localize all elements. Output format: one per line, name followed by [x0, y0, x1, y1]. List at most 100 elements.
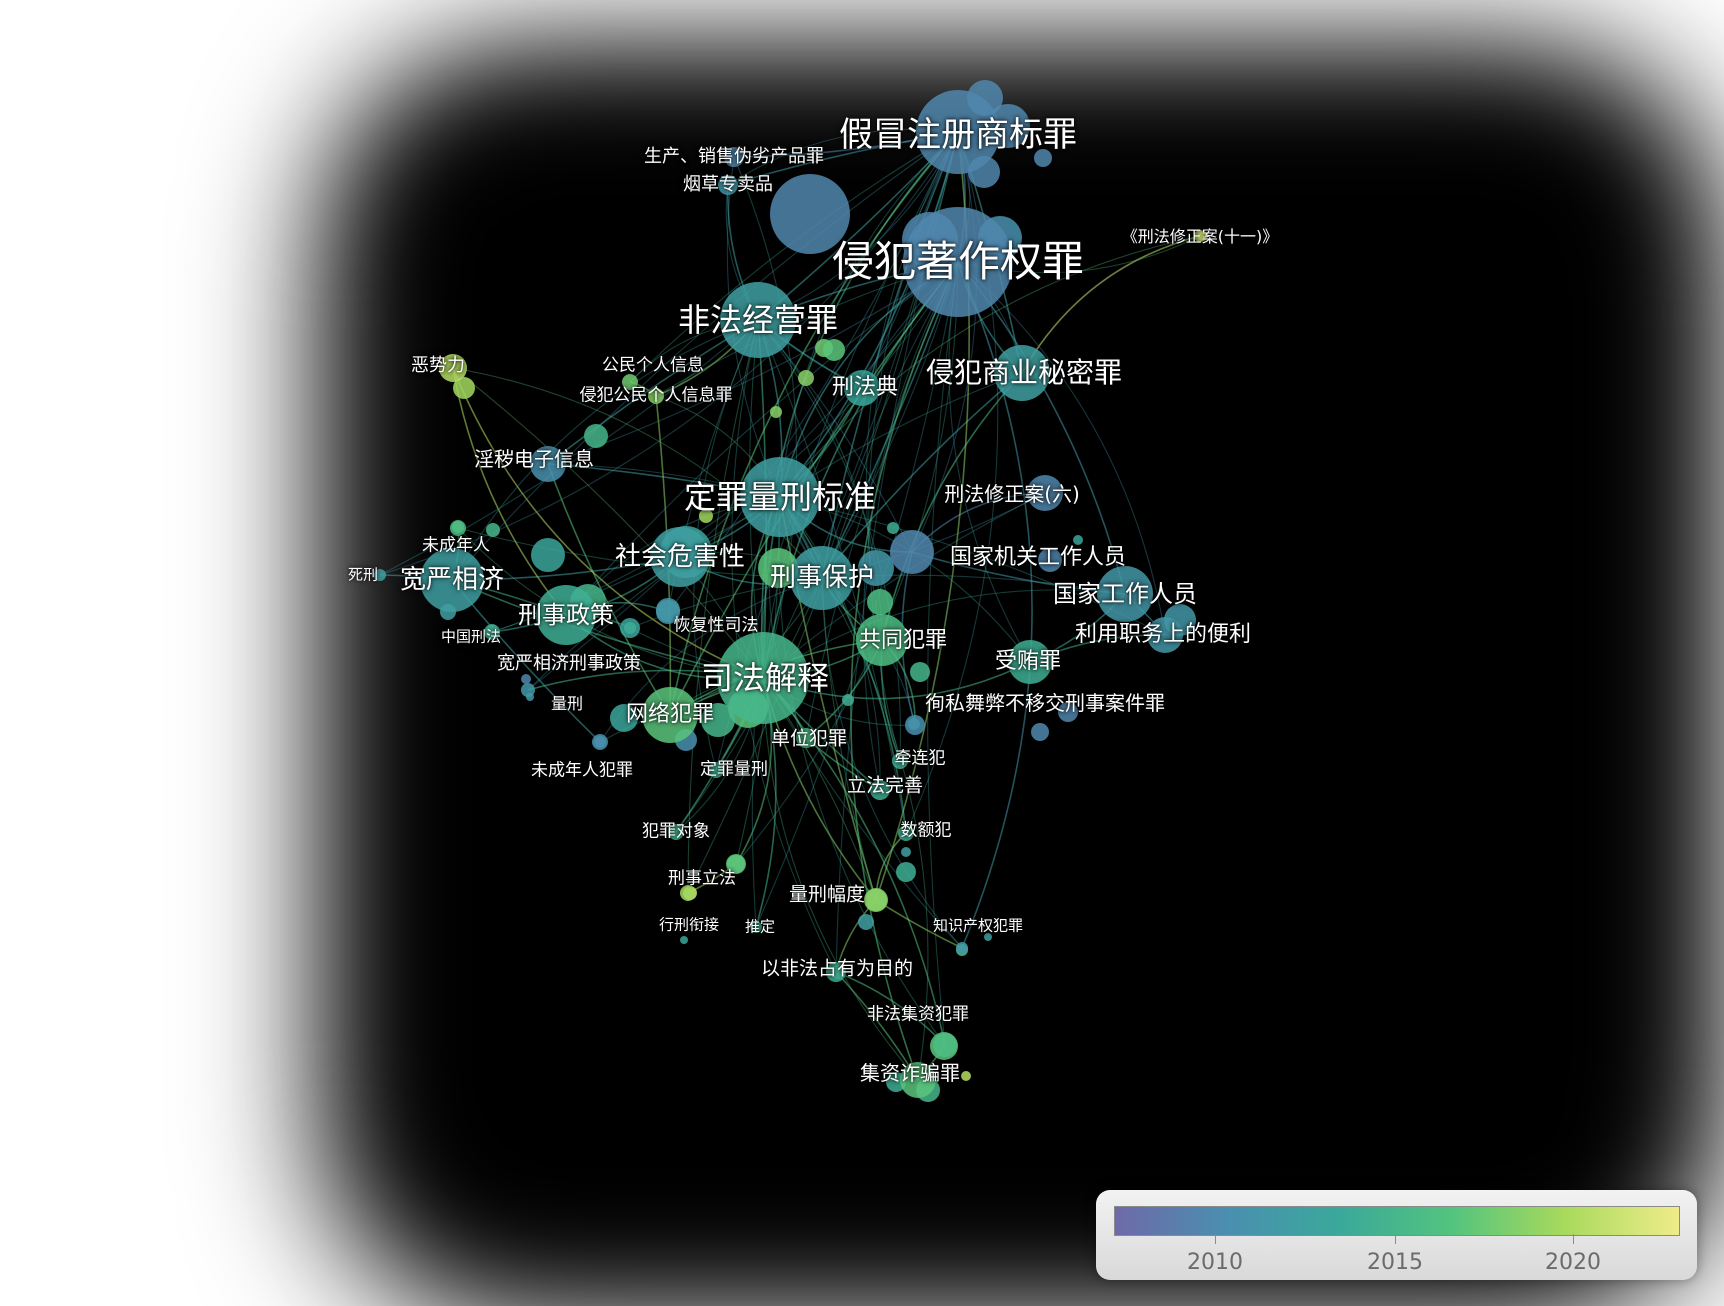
- node-label-shouhuizui: 受贿罪: [994, 649, 1062, 674]
- network-edge: [957, 261, 1033, 949]
- network-edge: [451, 131, 959, 581]
- network-edge: [757, 319, 901, 762]
- network-node-qianlianfan: [892, 753, 908, 769]
- network-edge: [547, 261, 959, 465]
- network-edge: [629, 131, 959, 383]
- node-label-lifawanshan: 立法完善: [846, 774, 924, 797]
- network-node-xingfaxiuzheng6: [1027, 475, 1063, 511]
- network-node-unlabeled: [610, 704, 638, 732]
- network-edge: [491, 496, 781, 633]
- node-label-fanzuiduixiang: 犯罪对象: [642, 821, 710, 842]
- network-node-unlabeled: [453, 377, 475, 399]
- node-label-xingfaxiuzheng6: 刑法修正案(六): [944, 482, 1080, 506]
- node-label-shehuiweihai: 社会危害性: [614, 542, 746, 572]
- node-label-wangluofanzui: 网络犯罪: [625, 702, 715, 727]
- node-label-weichengnianfanzui: 未成年人犯罪: [531, 760, 633, 781]
- network-node-fanzuiduixiang: [668, 824, 684, 840]
- network-node-kuanyanxiangji: [420, 548, 484, 612]
- network-node-unlabeled: [910, 662, 930, 682]
- node-label-zhongguoxingfa: 中国刑法: [440, 627, 502, 646]
- network-node-unlabeled: [887, 522, 899, 534]
- node-label-tuiding: 推定: [744, 917, 776, 936]
- network-node-unlabeled: [867, 589, 893, 615]
- network-node-lifawanshan: [870, 780, 890, 800]
- network-edge: [762, 677, 946, 1046]
- network-node-xingshizhengce: [536, 585, 596, 645]
- network-edge: [805, 261, 959, 739]
- node-label-jiamao: 假冒注册商标罪: [839, 115, 1077, 155]
- network-node-dingzuiliangxing: [740, 457, 820, 537]
- network-edge: [762, 261, 959, 679]
- network-node-weichengnianfanzui: [592, 734, 608, 750]
- network-node-unlabeled: [858, 550, 894, 586]
- network-node-unlabeled: [842, 694, 854, 706]
- network-node-eshili: [439, 354, 467, 382]
- node-label-dingzuiliangxing: 定罪量刑标准: [683, 478, 877, 516]
- network-node-unlabeled: [531, 538, 565, 572]
- node-label-xiuzheng11: 《刑法修正案(十一)》: [1121, 227, 1279, 246]
- node-label-xingfadian: 刑法典: [831, 375, 899, 400]
- network-edge: [1021, 235, 1201, 374]
- network-node-guojiajiguan: [890, 530, 934, 574]
- network-node-unlabeled: [1058, 702, 1078, 722]
- network-edge: [821, 131, 959, 579]
- network-edge: [669, 131, 959, 716]
- network-node-unlabeled: [680, 936, 688, 944]
- network-edge: [667, 131, 959, 613]
- network-edge: [911, 131, 977, 553]
- node-label-feifajizi: 非法集资犯罪: [867, 1004, 969, 1025]
- network-edge: [927, 261, 959, 1046]
- network-node-liangxing: [521, 683, 535, 697]
- node-label-kuanyanxiangji: 宽严相济: [399, 565, 505, 595]
- network-node-zhishichanquan: [956, 942, 968, 954]
- network-node-unlabeled: [699, 509, 713, 523]
- node-label-sixing: 死刑: [347, 565, 379, 584]
- network-node-unlabeled: [823, 339, 845, 361]
- network-node-unlabeled: [901, 847, 911, 857]
- network-node-feifajingying: [720, 282, 796, 358]
- network-edge: [565, 261, 959, 616]
- node-label-kuanyanzhengce: 宽严相济刑事政策: [497, 653, 641, 674]
- node-layer: [374, 80, 1208, 1102]
- network-node-unlabeled: [521, 674, 531, 684]
- network-node-xingshibaohu: [790, 546, 854, 610]
- network-node-wangluofanzui: [642, 687, 698, 743]
- network-node-tuiding: [750, 921, 762, 933]
- network-node-liangxingfudu: [864, 888, 888, 912]
- node-label-zuozuoquan: 侵犯著作权罪: [831, 237, 1085, 286]
- network-node-unlabeled: [486, 523, 500, 537]
- network-node-unlabeled: [584, 424, 608, 448]
- node-label-xingshizhengce: 刑事政策: [518, 601, 614, 629]
- network-edge: [379, 319, 759, 576]
- network-node-unlabeled: [1073, 535, 1083, 545]
- node-label-gongmingeren: 公民个人信息: [602, 355, 704, 376]
- network-node-zuozuoquan: [903, 207, 1013, 317]
- node-label-shangyemimi: 侵犯商业秘密罪: [925, 356, 1123, 389]
- legend-tick-mark: [1573, 1234, 1574, 1244]
- network-node-liyongzhiwu: [1147, 617, 1183, 653]
- network-node-shouhuizui: [1008, 640, 1052, 684]
- network-node-yinhui: [530, 446, 566, 482]
- network-node-xiuzheng11: [1194, 230, 1206, 242]
- network-node-kuanyanzhengce: [620, 618, 640, 638]
- network-node-sifajieshi: [717, 632, 809, 724]
- network-edge: [948, 261, 1031, 663]
- network-node-huifuxing: [656, 600, 680, 624]
- legend-tick-mark: [1395, 1234, 1396, 1244]
- network-node-unlabeled: [896, 862, 916, 882]
- network-node-qinfangeren: [648, 388, 664, 404]
- network-edge: [451, 319, 759, 581]
- network-node-jizizhapian: [900, 1062, 936, 1098]
- network-node-unlabeled: [758, 548, 798, 588]
- node-label-liangxingfudu: 量刑幅度: [788, 883, 866, 906]
- network-edge: [452, 367, 764, 679]
- network-edge: [862, 261, 959, 791]
- network-node-gongtongfanzui: [856, 614, 908, 666]
- node-label-dingzuiliangxing2: 定罪量刑: [700, 759, 768, 780]
- node-label-qianlianfan: 牵连犯: [894, 748, 946, 769]
- node-label-shengchanxiaoshou: 生产、销售伪劣产品罪: [644, 146, 824, 167]
- node-label-feifajingying: 非法经营罪: [677, 301, 839, 339]
- network-node-unlabeled: [1031, 723, 1049, 741]
